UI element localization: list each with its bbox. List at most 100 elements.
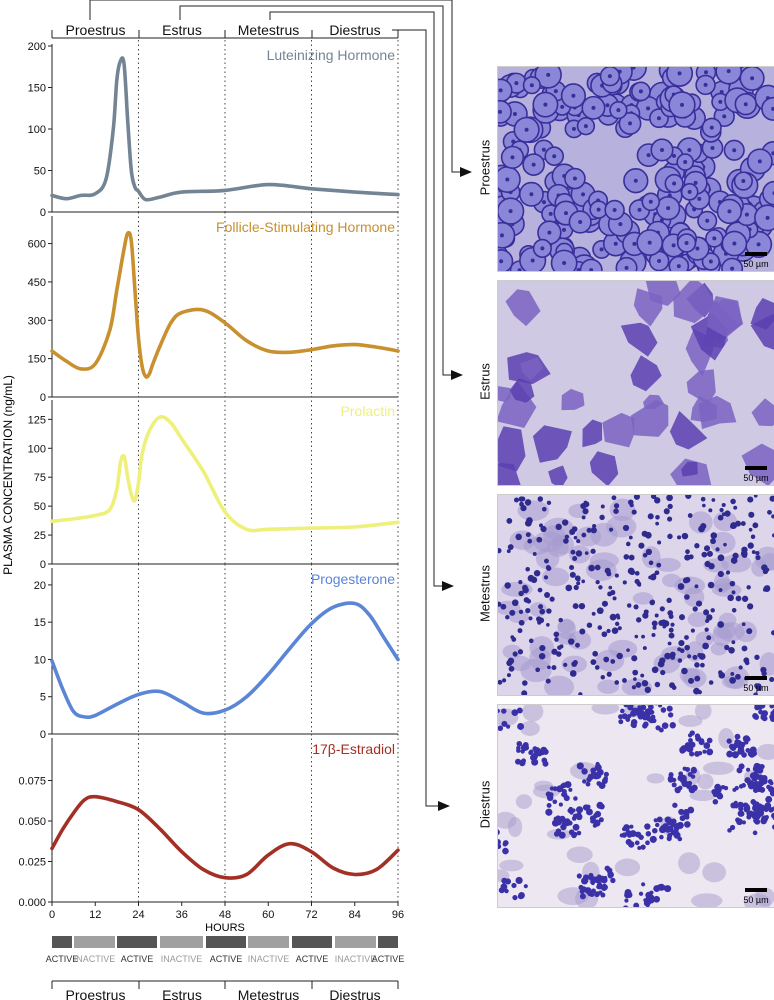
phase-connector [179, 5, 451, 376]
bottom-phase-header: Proestrus Estrus Metestrus Diestrus [51, 980, 399, 1000]
phase-label-metestrus: Metestrus [238, 22, 299, 38]
scale-bar [745, 466, 767, 470]
phase-connector [392, 29, 438, 807]
phase-label-diestrus: Diestrus [329, 987, 380, 1000]
y-tick-label: 0 [40, 392, 46, 404]
y-tick-label: 100 [28, 124, 46, 136]
panel-17-estradiol: 0.000 0.025 0.050 0.075 17β-Estradiol [18, 734, 400, 909]
activity-label: ACTIVE [210, 954, 243, 964]
x-axis-label: HOURS [205, 922, 245, 934]
activity-segment [160, 936, 203, 948]
y-tick-label: 100 [28, 443, 46, 455]
micrograph-texture: 50 µm [498, 67, 774, 271]
y-tick-label: 0.000 [18, 897, 46, 909]
arrow-head-icon [438, 801, 450, 811]
micrograph-texture: 50 µm [498, 495, 774, 695]
activity-segment [74, 936, 115, 948]
scale-bar [745, 676, 767, 680]
phase-label-metestrus: Metestrus [238, 987, 299, 1000]
scale-bar [745, 888, 767, 892]
y-tick-label: 50 [34, 501, 46, 513]
y-axis-label: PLASMA CONCENTRATION (ng/mL) [1, 375, 15, 575]
activity-segment [206, 936, 246, 948]
activity-label: INACTIVE [248, 954, 290, 964]
x-tick-label: 60 [262, 909, 274, 921]
activity-segment [248, 936, 289, 948]
scale-bar-label: 50 µm [743, 683, 768, 693]
activity-label: INACTIVE [74, 954, 116, 964]
series-line [50, 794, 400, 880]
activity-segment [378, 936, 398, 948]
y-tick-label: 125 [28, 414, 46, 426]
micrograph-proestrus: 50 µm [497, 66, 774, 272]
activity-label: INACTIVE [161, 954, 203, 964]
phase-label-diestrus: Diestrus [329, 22, 380, 38]
phase-label-proestrus: Proestrus [66, 987, 126, 1000]
y-tick-label: 0 [40, 729, 46, 741]
x-tick-label: 48 [219, 909, 231, 921]
y-tick-label: 10 [34, 654, 46, 666]
x-tick-label: 24 [132, 909, 144, 921]
x-tick-label: 0 [49, 909, 55, 921]
top-phase-header: Proestrus Estrus Metestrus Diestrus [51, 22, 399, 39]
activity-segment [52, 936, 72, 948]
y-tick-label: 5 [40, 692, 46, 704]
arrow-head-icon [460, 167, 472, 177]
panel-progesterone: 0 5 10 15 20 Progesterone [34, 564, 400, 741]
y-tick-label: 75 [34, 472, 46, 484]
y-tick-label: 20 [34, 580, 46, 592]
x-tick-label: 84 [349, 909, 361, 921]
arrow-head-icon [442, 581, 454, 591]
activity-segment [117, 936, 157, 948]
scale-bar-label: 50 µm [743, 895, 768, 905]
micrograph-label-estrus: Estrus [477, 363, 493, 400]
micrograph-label-metestrus: Metestrus [477, 564, 493, 623]
y-tick-label: 0.075 [18, 776, 46, 788]
y-tick-label: 300 [28, 315, 46, 327]
series-label: Luteinizing Hormone [267, 47, 396, 63]
y-tick-label: 200 [28, 41, 46, 53]
series-line [50, 601, 400, 720]
panel-follicle-stimulating-hormone: 0 150 300 450 600 Follicle-Stimulating Hormon… [28, 212, 400, 404]
phase-connector [89, 0, 460, 173]
series-label: Follicle-Stimulating Hormone [216, 219, 395, 235]
x-tick-label: 12 [89, 909, 101, 921]
arrow-head-icon [451, 370, 463, 380]
y-tick-label: 150 [28, 354, 46, 366]
y-tick-label: 450 [28, 277, 46, 289]
phase-label-estrus: Estrus [162, 22, 202, 38]
y-tick-label: 0.025 [18, 857, 46, 869]
activity-segment [335, 936, 376, 948]
series-label: Progesterone [311, 571, 395, 587]
activity-label: INACTIVE [335, 954, 377, 964]
y-tick-label: 600 [28, 239, 46, 251]
micrograph-estrus: 50 µm [497, 280, 774, 486]
y-tick-label: 50 [34, 166, 46, 178]
micrograph-label-proestrus: Proestrus [477, 139, 493, 196]
micrograph-diestrus: 50 µm [497, 704, 774, 908]
phase-connector [269, 11, 442, 587]
series-line [50, 230, 400, 379]
activity-label: ACTIVE [296, 954, 329, 964]
phase-label-estrus: Estrus [162, 987, 202, 1000]
x-tick-label: 72 [305, 909, 317, 921]
micrograph-metestrus: 50 µm [497, 494, 774, 696]
micrograph-texture: 50 µm [498, 281, 774, 485]
panel-prolactin: 0 25 50 75 100 125 Prolactin [28, 396, 400, 571]
y-tick-label: 0 [40, 207, 46, 219]
y-tick-label: 0 [40, 559, 46, 571]
activity-label: ACTIVE [121, 954, 154, 964]
activity-label: ACTIVE [372, 954, 405, 964]
scale-bar-label: 50 µm [743, 473, 768, 483]
phase-label-proestrus: Proestrus [66, 22, 126, 38]
y-tick-label: 150 [28, 83, 46, 95]
scale-bar [745, 252, 767, 256]
series-label: 17β-Estradiol [312, 741, 395, 757]
activity-segment [292, 936, 332, 948]
scale-bar-label: 50 µm [743, 259, 768, 269]
series-line [50, 56, 400, 202]
micrograph-texture: 50 µm [498, 705, 774, 907]
y-tick-label: 0.050 [18, 816, 46, 828]
